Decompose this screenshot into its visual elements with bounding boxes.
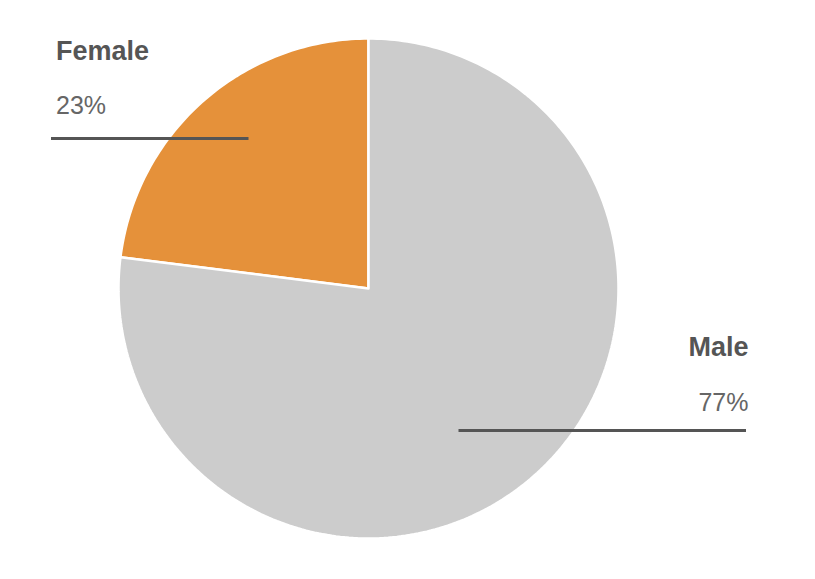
svg-text:77%: 77%	[698, 388, 748, 416]
svg-text:Female: Female	[56, 36, 149, 66]
svg-text:Male: Male	[688, 332, 748, 362]
svg-text:23%: 23%	[56, 91, 106, 119]
